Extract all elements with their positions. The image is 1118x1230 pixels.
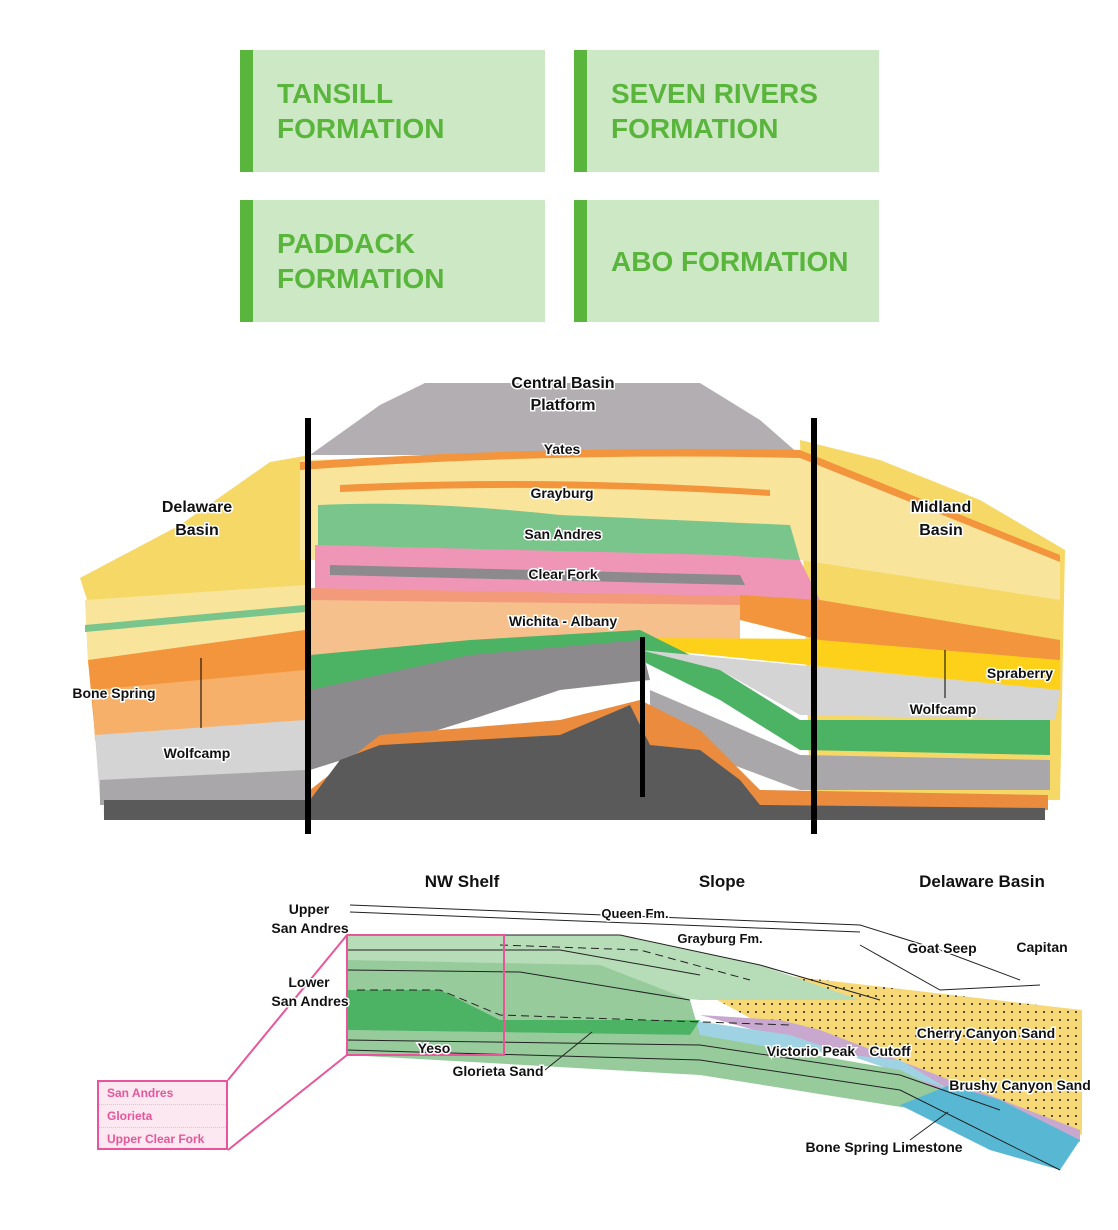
formation-box-paddack: PADDACK FORMATION <box>240 200 545 322</box>
legend-item-upper-clear-fork: Upper Clear Fork <box>107 1132 205 1146</box>
shelf-cross-section: NW Shelf Slope Delaware Basin Upper San … <box>227 871 1092 1171</box>
label-midland-basin: Basin <box>919 522 963 539</box>
label-goat-seep: Goat Seep <box>907 940 976 956</box>
fault-line-left <box>305 418 311 834</box>
label-lower-san-andres: San Andres <box>271 993 348 1009</box>
label-glorieta-sand: Glorieta Sand <box>452 1063 543 1079</box>
label-central-basin: Central Basin <box>511 375 614 392</box>
label-lower: Lower <box>288 974 330 990</box>
header-nw-shelf: NW Shelf <box>425 872 500 891</box>
label-clear-fork: Clear Fork <box>528 566 597 582</box>
layer-yeso <box>347 1030 960 1110</box>
label-upper-san-andres: San Andres <box>271 920 348 936</box>
label-spraberry: Spraberry <box>987 665 1053 681</box>
label-upper: Upper <box>289 901 330 917</box>
label-delaware-basin: Basin <box>175 522 219 539</box>
formation-label: SEVEN RIVERS FORMATION <box>611 78 818 144</box>
label-bone-spring: Bone Spring <box>72 685 155 701</box>
label-wolfcamp-left: Wolfcamp <box>164 745 231 761</box>
fault-line-center <box>640 637 645 797</box>
basin-cross-section: Central Basin Platform Delaware Basin Mi… <box>71 374 1065 834</box>
formation-box-seven-rivers: SEVEN RIVERS FORMATION <box>574 50 879 172</box>
label-san-andres: San Andres <box>524 526 601 542</box>
label-yeso: Yeso <box>418 1040 451 1056</box>
label-wolfcamp-right: Wolfcamp <box>910 701 977 717</box>
header-slope: Slope <box>699 872 745 891</box>
layer-victorio-peak <box>690 1020 950 1090</box>
zoom-legend: San Andres Glorieta Upper Clear Fork <box>97 1080 228 1150</box>
formation-box-abo: ABO FORMATION <box>574 200 879 322</box>
legend-item-san-andres: San Andres <box>99 1082 226 1105</box>
zoom-highlight-box <box>346 934 505 1056</box>
label-yates: Yates <box>544 441 581 457</box>
label-cherry-canyon-sand: Cherry Canyon Sand <box>917 1025 1055 1041</box>
legend-item-glorieta: Glorieta <box>99 1105 226 1128</box>
header-delaware-basin: Delaware Basin <box>919 872 1045 891</box>
label-cutoff: Cutoff <box>869 1043 911 1059</box>
label-capitan: Capitan <box>1016 939 1067 955</box>
glorieta-pointer <box>544 1031 593 1071</box>
layer-platform <box>310 383 800 455</box>
bone-spring-pointer <box>909 1111 949 1141</box>
label-delaware: Delaware <box>162 499 232 516</box>
label-platform: Platform <box>531 397 596 414</box>
label-grayburg: Grayburg <box>530 485 593 501</box>
layer-bone-spring-limestone <box>900 1085 1080 1170</box>
layer-dark-green <box>347 990 700 1035</box>
label-wichita-albany: Wichita - Albany <box>509 613 617 629</box>
label-brushy-canyon-sand: Brushy Canyon Sand <box>949 1077 1091 1093</box>
label-midland: Midland <box>911 499 971 516</box>
label-victorio-peak: Victorio Peak <box>767 1043 856 1059</box>
layer-basement <box>104 705 1045 820</box>
formation-box-tansill: TANSILL FORMATION <box>240 50 545 172</box>
label-grayburg-fm: Grayburg Fm. <box>677 931 762 946</box>
formation-label: ABO FORMATION <box>611 245 849 277</box>
fault-line-right <box>811 418 817 834</box>
label-bone-spring-limestone: Bone Spring Limestone <box>805 1139 962 1155</box>
label-queen-fm: Queen Fm. <box>601 906 668 921</box>
formation-label: PADDACK FORMATION <box>277 228 445 294</box>
formation-label: TANSILL FORMATION <box>277 78 445 144</box>
